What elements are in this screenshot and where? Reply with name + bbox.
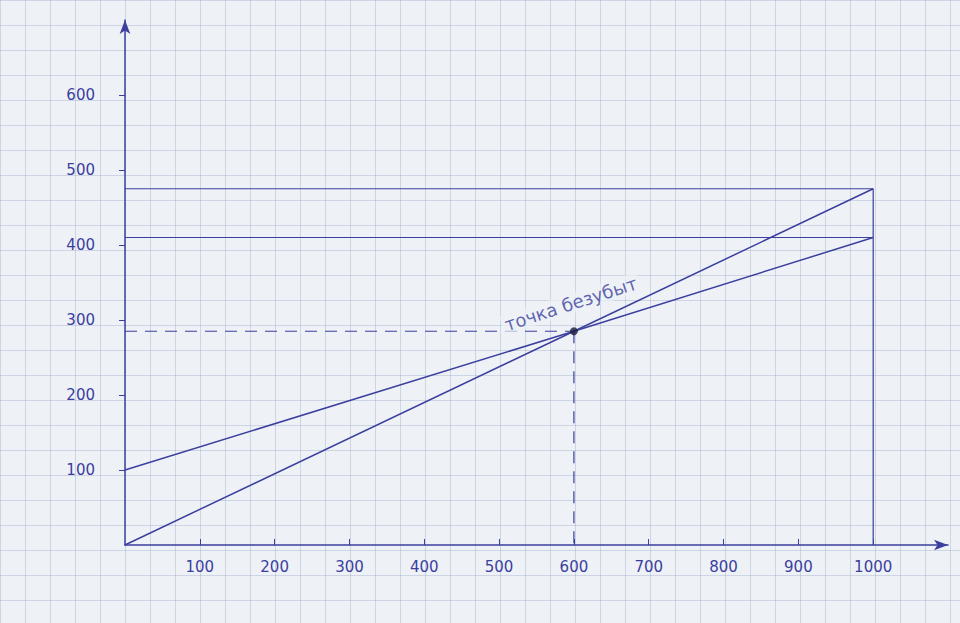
svg-text:200: 200 xyxy=(66,386,95,404)
svg-text:600: 600 xyxy=(560,558,589,576)
svg-text:700: 700 xyxy=(634,558,663,576)
svg-text:900: 900 xyxy=(784,558,813,576)
svg-text:600: 600 xyxy=(66,86,95,104)
svg-text:500: 500 xyxy=(485,558,514,576)
svg-text:500: 500 xyxy=(66,161,95,179)
svg-text:300: 300 xyxy=(66,311,95,329)
svg-text:400: 400 xyxy=(410,558,439,576)
svg-text:400: 400 xyxy=(66,236,95,254)
svg-text:800: 800 xyxy=(709,558,738,576)
svg-text:300: 300 xyxy=(335,558,364,576)
svg-text:100: 100 xyxy=(185,558,214,576)
svg-text:100: 100 xyxy=(66,461,95,479)
svg-text:200: 200 xyxy=(260,558,289,576)
svg-text:1000: 1000 xyxy=(854,558,892,576)
svg-text:точка безубыт: точка безубыт xyxy=(502,272,640,335)
